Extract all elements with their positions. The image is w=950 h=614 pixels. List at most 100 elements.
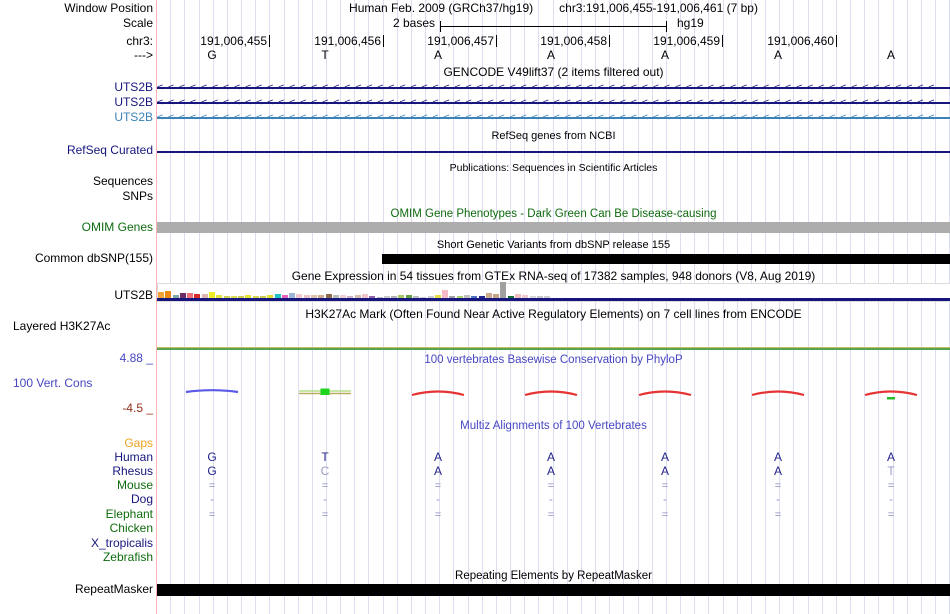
gtex-bar-12	[245, 295, 252, 298]
gtex-bar-18	[289, 293, 296, 298]
phylop-conservation-marks[interactable]	[157, 384, 950, 402]
scale-value: 2 bases	[392, 16, 435, 30]
gtex-bar-44	[478, 296, 485, 298]
gtex-bar-35	[412, 296, 419, 298]
common-dbsnp-bar[interactable]	[382, 254, 950, 264]
gtex-bar-28	[361, 294, 368, 298]
gtex-bar-38	[434, 295, 441, 298]
gridline	[580, 0, 582, 614]
gene-line-2[interactable]	[157, 117, 950, 119]
species-label-mouse[interactable]: Mouse	[116, 478, 153, 492]
gtex-bar-41	[456, 296, 463, 298]
gridline	[694, 0, 696, 614]
genome-version-label: hg19	[677, 16, 704, 30]
coordinate-label-0: 191,006,455	[200, 34, 267, 48]
gtex-bar-43	[471, 296, 478, 298]
gtex-bar-32	[391, 296, 398, 298]
gridline	[184, 0, 186, 614]
species-label-chicken[interactable]: Chicken	[109, 521, 153, 535]
repeatmasker-bar[interactable]	[157, 584, 950, 596]
align-cell-dog-3: -	[549, 494, 553, 506]
gtex-bar-51	[529, 296, 536, 298]
gtex-bar-22	[318, 295, 325, 298]
gtex-baseline	[157, 298, 950, 301]
species-label-x-tropicalis[interactable]: X_tropicalis	[90, 536, 153, 550]
gridline	[552, 0, 554, 614]
gencode-transcript-label-1[interactable]: UTS2B	[114, 80, 153, 94]
omim-track-title: OMIM Gene Phenotypes - Dark Green Can Be…	[390, 208, 717, 220]
repeatmasker-label[interactable]: RepeatMasker	[74, 582, 153, 596]
refseq-curated-gene-line[interactable]	[157, 151, 950, 153]
gene-line-0[interactable]	[157, 87, 950, 89]
multiz-track-title: Multiz Alignments of 100 Vertebrates	[460, 420, 647, 432]
gtex-gene-label[interactable]: UTS2B	[114, 288, 153, 302]
coordinate-tick-3	[609, 35, 610, 47]
species-label-dog[interactable]: Dog	[130, 492, 153, 506]
coordinate-label-5: 191,006,460	[767, 34, 834, 48]
gridline	[850, 0, 852, 614]
gene-line-1[interactable]	[157, 102, 950, 104]
align-cell-human-2: A	[433, 450, 442, 464]
gencode-transcript-label-2[interactable]: UTS2B	[114, 95, 153, 109]
gridline	[722, 0, 724, 614]
species-label-human[interactable]: Human	[114, 450, 153, 464]
gridline	[637, 0, 639, 614]
gtex-bar-42	[463, 295, 470, 298]
gridline	[354, 0, 356, 614]
gridline	[311, 0, 313, 614]
gene-strand-arrows-2: <<<<<<<<<<<<<<<<<<<<<<<<<<<<<<<<<<<<<<<<…	[157, 112, 940, 123]
h3k27ac-signal-line-green[interactable]	[157, 348, 950, 350]
align-cell-rhesus-0: G	[207, 464, 217, 478]
phylop-track-label[interactable]: 100 Vert. Cons	[13, 376, 93, 390]
gridline	[736, 0, 738, 614]
align-cell-rhesus-3: A	[546, 464, 555, 478]
gtex-track-title: Gene Expression in 54 tissues from GTEx …	[291, 269, 816, 283]
h3k27ac-signal-line-gold[interactable]	[157, 347, 950, 348]
snps-label[interactable]: SNPs	[122, 189, 153, 203]
gridline	[793, 0, 795, 614]
layered-h3k27ac-label[interactable]: Layered H3K27Ac	[13, 319, 111, 333]
gtex-bar-15	[267, 295, 274, 298]
align-cell-human-5: A	[773, 450, 782, 464]
gridline	[623, 0, 625, 614]
align-cell-dog-2: -	[436, 494, 440, 506]
gridline	[708, 0, 710, 614]
scale-ruler-left-tick	[440, 21, 441, 32]
align-cell-mouse-1: =	[321, 480, 329, 492]
gtex-bar-45	[485, 293, 492, 298]
refseq-curated-label[interactable]: RefSeq Curated	[66, 143, 153, 157]
window-position-label: Window Position	[64, 1, 153, 15]
gridline	[495, 0, 497, 614]
gencode-transcript-label-3[interactable]: UTS2B	[114, 110, 153, 124]
gtex-bar-17	[281, 295, 288, 298]
species-label-rhesus[interactable]: Rhesus	[112, 464, 153, 478]
phylop-track-title: 100 vertebrates Basewise Conservation by…	[424, 354, 683, 366]
publications-sequences-label[interactable]: Sequences	[92, 174, 153, 188]
align-cell-mouse-3: =	[547, 480, 555, 492]
align-cell-dog-4: -	[663, 494, 667, 506]
align-cell-elephant-4: =	[661, 509, 669, 521]
gridline	[864, 0, 866, 614]
phylop-min-value: -4.5 _	[122, 401, 153, 415]
align-cell-elephant-1: =	[321, 509, 329, 521]
species-label-elephant[interactable]: Elephant	[105, 507, 153, 521]
species-label-gaps[interactable]: Gaps	[124, 436, 153, 450]
common-dbsnp-label[interactable]: Common dbSNP(155)	[34, 251, 153, 265]
species-label-zebrafish[interactable]: Zebrafish	[102, 550, 153, 564]
omim-genes-label[interactable]: OMIM Genes	[81, 220, 153, 234]
gridline	[410, 0, 412, 614]
publications-track-title: Publications: Sequences in Scientific Ar…	[449, 162, 658, 174]
gtex-bar-10	[230, 296, 237, 298]
gridline	[524, 0, 526, 614]
gridline	[750, 0, 752, 614]
align-cell-dog-5: -	[776, 494, 780, 506]
gtex-bar-4	[187, 293, 194, 298]
gtex-bar-19	[296, 294, 303, 298]
coordinate-tick-1	[383, 35, 384, 47]
omim-genes-bar[interactable]	[157, 222, 950, 233]
coordinate-label-3: 191,006,458	[540, 34, 607, 48]
gtex-bar-33	[398, 295, 405, 298]
gtex-bar-52	[536, 296, 543, 298]
gridline	[297, 0, 299, 614]
